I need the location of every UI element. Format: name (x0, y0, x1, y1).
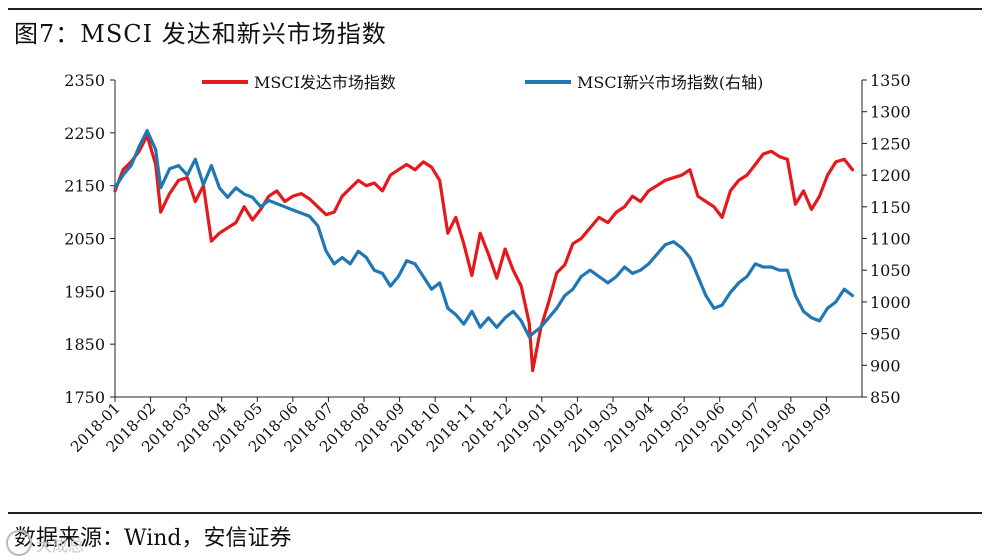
right-tick-label: 850 (870, 388, 901, 407)
legend-label-developed: MSCI发达市场指数 (254, 73, 396, 92)
left-tick-label: 2250 (64, 124, 105, 143)
axes: 1750 1850 1950 2050 2150 2250 2350 850 900 950 100… (64, 71, 910, 456)
right-tick-label: 1200 (870, 166, 911, 185)
watermark-logo-icon (6, 530, 32, 556)
top-rule (8, 8, 982, 10)
developed-market-line (113, 133, 855, 373)
line-chart: 1750 1850 1950 2050 2150 2250 2350 850 900 950 100… (64, 71, 910, 456)
left-tick-label: 2350 (64, 71, 105, 90)
watermark-text: 大成总 (36, 536, 85, 555)
figure-title: 图7：MSCI 发达和新兴市场指数 (14, 20, 387, 48)
right-tick-label: 1350 (870, 71, 911, 90)
legend-label-emerging: MSCI新兴市场指数(右轴) (577, 73, 763, 92)
right-tick-label: 1050 (870, 261, 911, 280)
right-tick-label: 1100 (870, 230, 911, 249)
right-tick-label: 1250 (870, 134, 911, 153)
bottom-rule (8, 512, 982, 514)
left-tick-label: 2150 (64, 177, 105, 196)
source-note: 数据来源：Wind，安信证券 (14, 526, 292, 551)
right-tick-label: 950 (870, 325, 901, 344)
emerging-market-line (113, 129, 855, 339)
right-tick-label: 1150 (870, 198, 911, 217)
right-tick-label: 1300 (870, 103, 911, 122)
right-tick-label: 1000 (870, 293, 911, 312)
right-tick-label: 900 (870, 356, 901, 375)
left-tick-label: 1950 (64, 282, 105, 301)
left-tick-label: 1850 (64, 335, 105, 354)
series-layer (113, 129, 855, 373)
left-tick-label: 1750 (64, 388, 105, 407)
legend: MSCI发达市场指数 MSCI新兴市场指数(右轴) (202, 73, 763, 92)
left-tick-label: 2050 (64, 230, 105, 249)
